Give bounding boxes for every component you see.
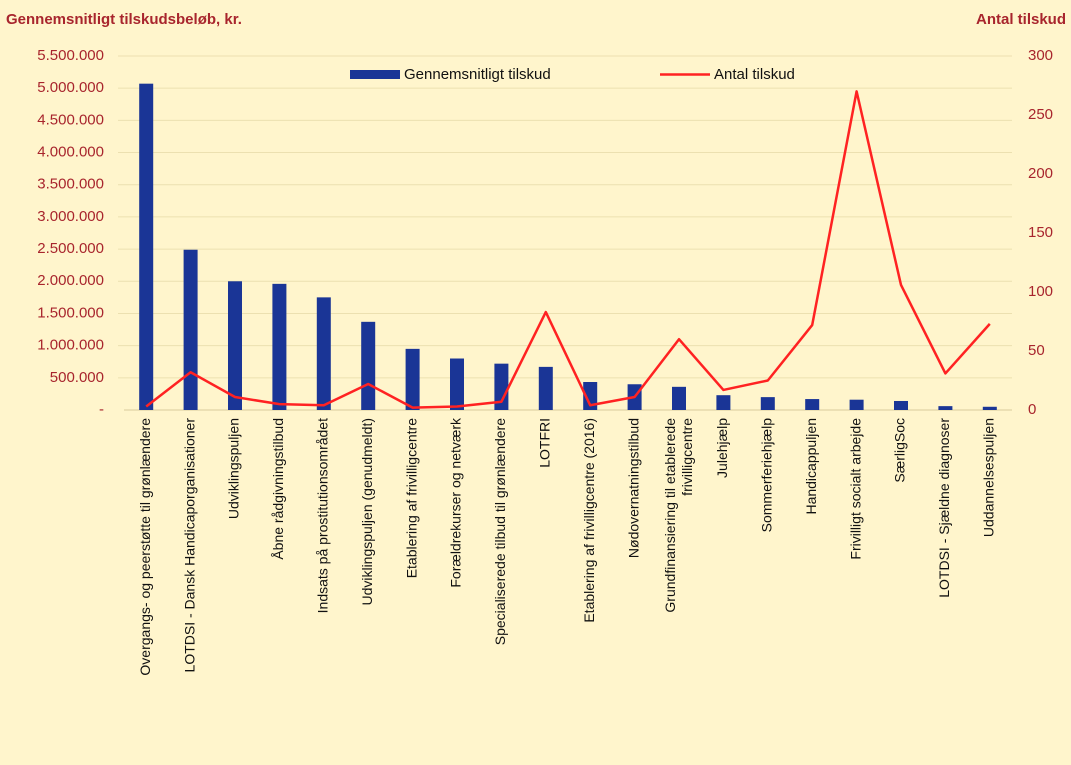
x-tick-label: Frivilligt socialt arbejde xyxy=(847,418,863,560)
y-tick-label: - xyxy=(99,401,104,418)
x-tick-label: LOTDSI - Sjældne diagnoser xyxy=(936,418,952,598)
x-tick-label: Julehjælp xyxy=(714,418,730,478)
bar xyxy=(760,397,775,410)
bar xyxy=(672,386,686,410)
y-tick-label: 4.000.000 xyxy=(37,144,104,161)
y-tick-label: 1.500.000 xyxy=(37,304,104,321)
x-tick-label: Etablering af frivilligcentre (2016) xyxy=(581,418,597,623)
y-tick-label: 3.500.000 xyxy=(37,176,104,193)
bar xyxy=(716,395,731,410)
bar xyxy=(849,399,864,410)
x-tick-label: Specialiserede tilbud til grønlændere xyxy=(492,418,508,645)
x-tick-label: Grundfinansiering til etableredefrivilli… xyxy=(662,418,695,613)
x-tick-label-line: Grundfinansiering til etablerede xyxy=(662,418,678,613)
y2-tick-label: 300 xyxy=(1028,47,1053,64)
x-tick-label: Handicappuljen xyxy=(803,418,819,515)
bar xyxy=(450,358,464,410)
y-axis-title: Gennemsnitligt tilskudsbeløb, kr. xyxy=(6,11,242,28)
x-tick-label: Udviklingspuljen (genudmeldt) xyxy=(359,418,375,606)
x-tick-label: Sommerferiehjælp xyxy=(759,418,775,533)
bar xyxy=(316,297,331,410)
x-tick-label: LOTFRI xyxy=(537,418,553,468)
y-tick-label: 2.500.000 xyxy=(37,240,104,257)
y-tick-label: 500.000 xyxy=(50,369,104,386)
x-tick-label: SærligSoc xyxy=(892,418,908,483)
bar xyxy=(938,406,953,410)
y-tick-label: 3.000.000 xyxy=(37,208,104,225)
bar xyxy=(405,348,420,410)
x-tick-label-line: frivilligcentre xyxy=(679,418,695,496)
x-tick-label: LOTDSI - Dansk Handicaporganisationer xyxy=(181,418,197,673)
y-tick-label: 5.000.000 xyxy=(37,79,104,96)
y-tick-label: 2.000.000 xyxy=(37,272,104,289)
legend-label: Gennemsnitligt tilskud xyxy=(404,66,551,83)
x-tick-label: Etablering af frivilligcentre xyxy=(403,418,419,579)
bar xyxy=(139,83,154,410)
y2-tick-label: 0 xyxy=(1028,401,1036,418)
y2-tick-label: 100 xyxy=(1028,283,1053,300)
x-tick-label: Nødovernatningstilbud xyxy=(625,418,641,558)
bar xyxy=(583,382,598,410)
bar xyxy=(494,363,509,410)
y-tick-label: 4.500.000 xyxy=(37,111,104,128)
y2-tick-label: 200 xyxy=(1028,165,1053,182)
bar xyxy=(805,399,820,410)
y-tick-label: 1.000.000 xyxy=(37,337,104,354)
x-tick-label: Forældrekurser og netværk xyxy=(448,417,464,588)
bar xyxy=(538,366,553,410)
x-tick-label: Indsats på prostitutionsområdet xyxy=(315,418,331,613)
bar xyxy=(228,281,242,410)
line xyxy=(145,90,991,409)
bar xyxy=(183,249,198,410)
x-tick-label: Udviklingspuljen xyxy=(226,418,242,519)
legend-swatch xyxy=(350,70,400,79)
legend-label: Antal tilskud xyxy=(714,66,795,83)
y2-tick-label: 250 xyxy=(1028,106,1053,123)
y2-tick-label: 50 xyxy=(1028,342,1045,359)
y-tick-label: 5.500.000 xyxy=(37,47,104,64)
x-tick-label: Uddannelsespuljen xyxy=(981,418,997,537)
x-tick-label: Åbne rådgivningstilbud xyxy=(270,418,286,560)
y2-tick-label: 150 xyxy=(1028,224,1053,241)
bar xyxy=(361,321,376,410)
bar xyxy=(982,406,997,410)
x-tick-label: Overgangs- og peerstøtte til grønlændere xyxy=(137,418,153,676)
y2-axis-title: Antal tilskud xyxy=(976,11,1066,28)
bar xyxy=(894,400,908,410)
bar xyxy=(272,283,287,410)
